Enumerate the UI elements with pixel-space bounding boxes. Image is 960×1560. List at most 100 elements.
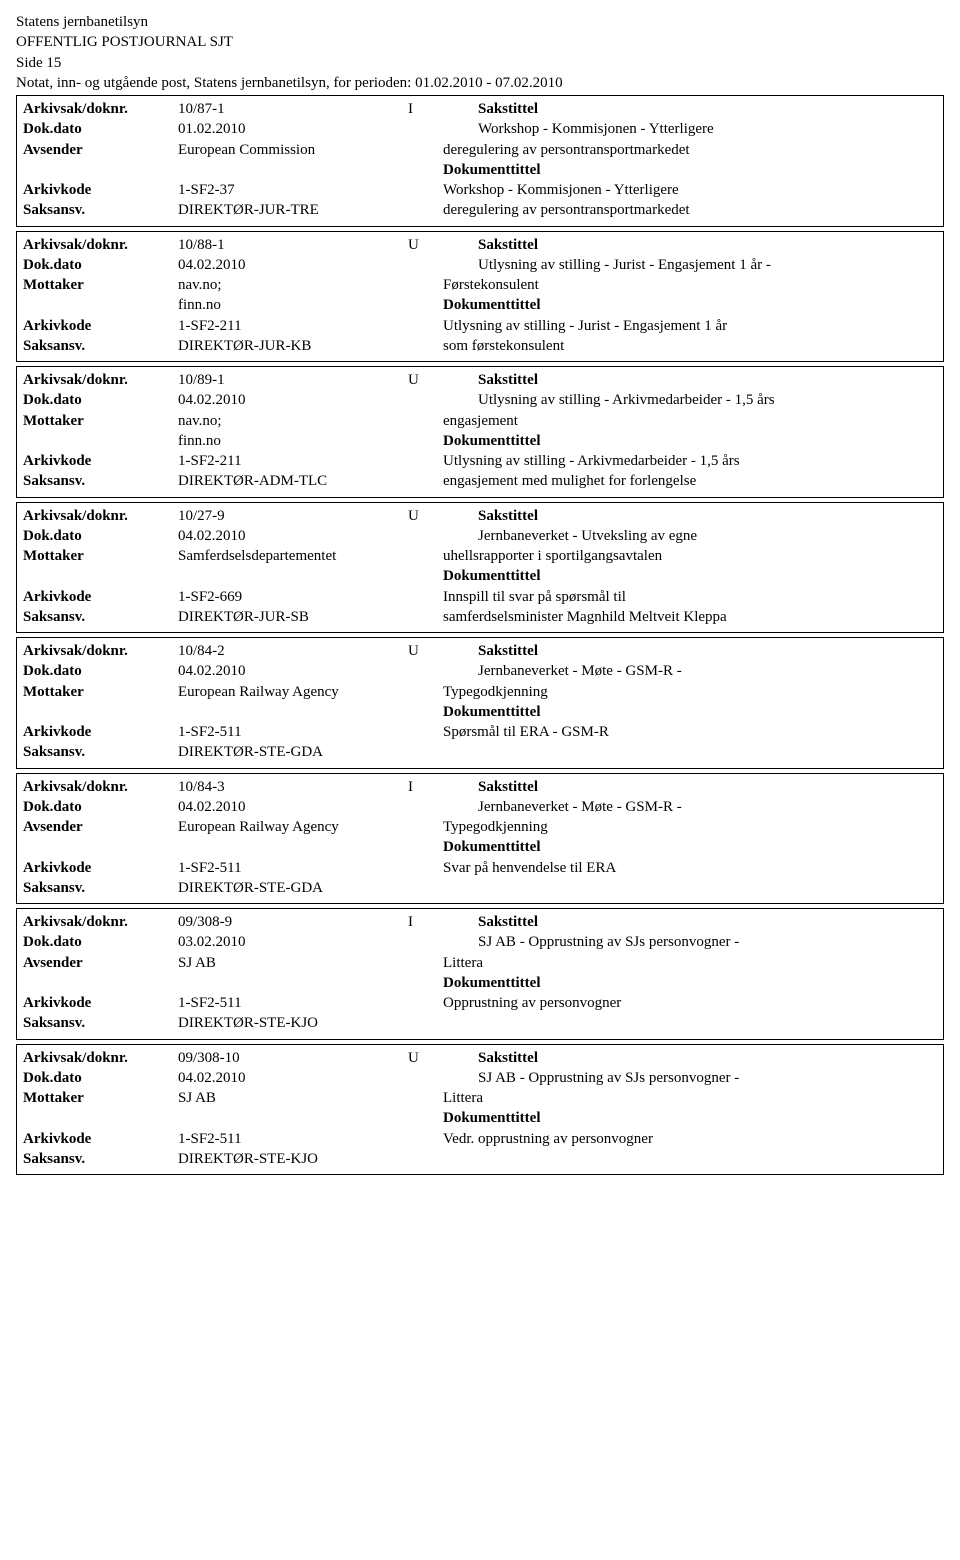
value-arkivkode: 1-SF2-511 bbox=[178, 1129, 443, 1149]
value-doknr: 10/87-1 bbox=[178, 99, 408, 119]
value-sakstittel-2: Førstekonsulent bbox=[443, 275, 937, 295]
value-doktittel-1: Innspill til svar på spørsmål til bbox=[443, 587, 937, 607]
label-party: Avsender bbox=[23, 817, 178, 837]
label-sakstittel: Sakstittel bbox=[478, 235, 937, 255]
label-arkivsak: Arkivsak/doknr. bbox=[23, 777, 178, 797]
label-arkivkode: Arkivkode bbox=[23, 722, 178, 742]
label-arkivsak: Arkivsak/doknr. bbox=[23, 641, 178, 661]
value-type: I bbox=[408, 99, 478, 119]
value-arkivkode: 1-SF2-211 bbox=[178, 451, 443, 471]
value-doknr: 10/84-2 bbox=[178, 641, 408, 661]
label-saksansv: Saksansv. bbox=[23, 336, 178, 356]
value-saksansv: DIREKTØR-STE-KJO bbox=[178, 1149, 443, 1169]
value-party-2: finn.no bbox=[178, 431, 443, 451]
value-saksansv: DIREKTØR-JUR-KB bbox=[178, 336, 443, 356]
value-saksansv: DIREKTØR-ADM-TLC bbox=[178, 471, 443, 491]
value-doktittel-1: Vedr. opprustning av personvogner bbox=[443, 1129, 937, 1149]
value-type: I bbox=[408, 777, 478, 797]
value-saksansv: DIREKTØR-STE-KJO bbox=[178, 1013, 443, 1033]
label-sakstittel: Sakstittel bbox=[478, 912, 937, 932]
value-sakstittel-2: Typegodkjenning bbox=[443, 817, 937, 837]
page-header: Statens jernbanetilsyn OFFENTLIG POSTJOU… bbox=[16, 12, 944, 93]
value-saksansv: DIREKTØR-JUR-TRE bbox=[178, 200, 443, 220]
value-dato: 04.02.2010 bbox=[178, 255, 408, 275]
label-arkivkode: Arkivkode bbox=[23, 180, 178, 200]
value-doktittel-1: Svar på henvendelse til ERA bbox=[443, 858, 937, 878]
value-sakstittel-1: Workshop - Kommisjonen - Ytterligere bbox=[478, 119, 937, 139]
value-doktittel-1: Utlysning av stilling - Jurist - Engasje… bbox=[443, 316, 937, 336]
label-party: Avsender bbox=[23, 953, 178, 973]
label-sakstittel: Sakstittel bbox=[478, 641, 937, 661]
value-sakstittel-1: Utlysning av stilling - Jurist - Engasje… bbox=[478, 255, 937, 275]
journal-entry: Arkivsak/doknr.09/308-9ISakstittelDok.da… bbox=[16, 908, 944, 1040]
label-saksansv: Saksansv. bbox=[23, 1013, 178, 1033]
label-dokdato: Dok.dato bbox=[23, 797, 178, 817]
label-saksansv: Saksansv. bbox=[23, 878, 178, 898]
value-doktittel-2: deregulering av persontransportmarkedet bbox=[443, 200, 937, 220]
value-saksansv: DIREKTØR-JUR-SB bbox=[178, 607, 443, 627]
value-doknr: 10/89-1 bbox=[178, 370, 408, 390]
label-arkivsak: Arkivsak/doknr. bbox=[23, 235, 178, 255]
label-dokumenttittel: Dokumenttittel bbox=[443, 837, 937, 857]
value-dato: 04.02.2010 bbox=[178, 797, 408, 817]
value-arkivkode: 1-SF2-669 bbox=[178, 587, 443, 607]
value-doknr: 10/88-1 bbox=[178, 235, 408, 255]
page-number: Side 15 bbox=[16, 53, 944, 73]
label-dokumenttittel: Dokumenttittel bbox=[443, 295, 937, 315]
label-dokdato: Dok.dato bbox=[23, 119, 178, 139]
label-dokdato: Dok.dato bbox=[23, 390, 178, 410]
label-arkivsak: Arkivsak/doknr. bbox=[23, 912, 178, 932]
value-doktittel-2 bbox=[443, 1149, 937, 1169]
value-doktittel-2: engasjement med mulighet for forlengelse bbox=[443, 471, 937, 491]
value-type: U bbox=[408, 235, 478, 255]
label-dokumenttittel: Dokumenttittel bbox=[443, 431, 937, 451]
value-arkivkode: 1-SF2-511 bbox=[178, 858, 443, 878]
label-party: Mottaker bbox=[23, 546, 178, 566]
label-saksansv: Saksansv. bbox=[23, 742, 178, 762]
value-party-2: finn.no bbox=[178, 295, 443, 315]
value-sakstittel-2: engasjement bbox=[443, 411, 937, 431]
value-saksansv: DIREKTØR-STE-GDA bbox=[178, 742, 443, 762]
label-arkivsak: Arkivsak/doknr. bbox=[23, 1048, 178, 1068]
label-dokumenttittel: Dokumenttittel bbox=[443, 973, 937, 993]
value-sakstittel-1: SJ AB - Opprustning av SJs personvogner … bbox=[478, 932, 937, 952]
value-dato: 04.02.2010 bbox=[178, 526, 408, 546]
label-sakstittel: Sakstittel bbox=[478, 506, 937, 526]
value-doknr: 10/27-9 bbox=[178, 506, 408, 526]
label-party: Mottaker bbox=[23, 1088, 178, 1108]
value-type: U bbox=[408, 370, 478, 390]
label-party: Mottaker bbox=[23, 275, 178, 295]
label-saksansv: Saksansv. bbox=[23, 471, 178, 491]
label-arkivsak: Arkivsak/doknr. bbox=[23, 506, 178, 526]
value-sakstittel-1: Jernbaneverket - Utveksling av egne bbox=[478, 526, 937, 546]
label-party: Mottaker bbox=[23, 411, 178, 431]
org-name: Statens jernbanetilsyn bbox=[16, 12, 944, 32]
value-dato: 03.02.2010 bbox=[178, 932, 408, 952]
label-arkivsak: Arkivsak/doknr. bbox=[23, 99, 178, 119]
entries-list: Arkivsak/doknr.10/87-1ISakstittelDok.dat… bbox=[16, 95, 944, 1175]
journal-entry: Arkivsak/doknr.09/308-10USakstittelDok.d… bbox=[16, 1044, 944, 1176]
label-arkivkode: Arkivkode bbox=[23, 993, 178, 1013]
label-arkivkode: Arkivkode bbox=[23, 587, 178, 607]
value-arkivkode: 1-SF2-511 bbox=[178, 993, 443, 1013]
value-sakstittel-2: Littera bbox=[443, 953, 937, 973]
value-type: U bbox=[408, 1048, 478, 1068]
value-type: U bbox=[408, 506, 478, 526]
label-saksansv: Saksansv. bbox=[23, 200, 178, 220]
value-sakstittel-2: Typegodkjenning bbox=[443, 682, 937, 702]
value-arkivkode: 1-SF2-211 bbox=[178, 316, 443, 336]
label-dokdato: Dok.dato bbox=[23, 1068, 178, 1088]
value-sakstittel-2: Littera bbox=[443, 1088, 937, 1108]
value-party: nav.no; bbox=[178, 411, 443, 431]
value-party: Samferdselsdepartementet bbox=[178, 546, 443, 566]
label-dokumenttittel: Dokumenttittel bbox=[443, 702, 937, 722]
value-dato: 01.02.2010 bbox=[178, 119, 408, 139]
label-party: Mottaker bbox=[23, 682, 178, 702]
value-sakstittel-1: Jernbaneverket - Møte - GSM-R - bbox=[478, 797, 937, 817]
period-line: Notat, inn- og utgående post, Statens je… bbox=[16, 73, 944, 93]
journal-entry: Arkivsak/doknr.10/84-3ISakstittelDok.dat… bbox=[16, 773, 944, 905]
value-party: SJ AB bbox=[178, 953, 443, 973]
label-dokdato: Dok.dato bbox=[23, 932, 178, 952]
label-arkivkode: Arkivkode bbox=[23, 451, 178, 471]
value-doktittel-1: Workshop - Kommisjonen - Ytterligere bbox=[443, 180, 937, 200]
